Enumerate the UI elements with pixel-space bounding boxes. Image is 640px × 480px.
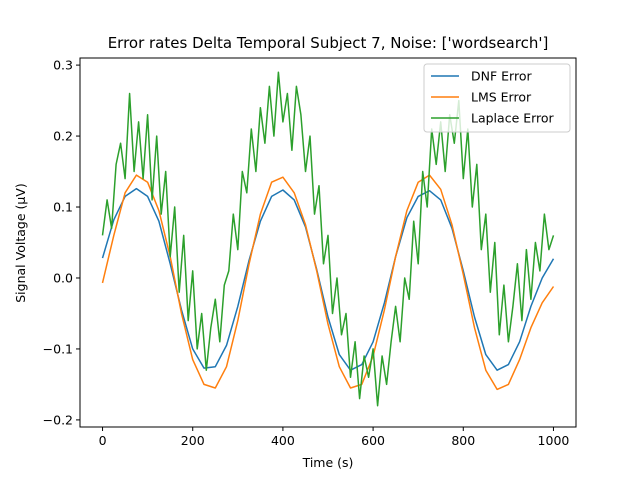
y-tick-label: 0.0 xyxy=(53,270,73,285)
x-axis-title: Time (s) xyxy=(302,455,354,470)
y-tick-label: 0.2 xyxy=(53,129,73,144)
legend: DNF Error LMS Error Laplace Error xyxy=(423,63,571,133)
series-layer xyxy=(101,71,555,407)
x-tick-label: 400 xyxy=(271,433,295,448)
x-axis-ticks: 0 200 400 600 800 1000 xyxy=(99,427,570,448)
legend-box xyxy=(423,63,571,133)
legend-label: Laplace Error xyxy=(471,111,555,126)
plot-frame xyxy=(79,57,577,428)
chart-title: Error rates Delta Temporal Subject 7, No… xyxy=(108,34,549,52)
y-tick-label: −0.1 xyxy=(43,341,73,356)
legend-label: LMS Error xyxy=(471,90,532,105)
x-tick-label: 800 xyxy=(451,433,475,448)
y-tick-label: 0.3 xyxy=(53,58,73,73)
y-axis-ticks: −0.2 −0.1 0.0 0.1 0.2 0.3 xyxy=(43,58,80,427)
x-tick-label: 200 xyxy=(181,433,205,448)
x-tick-label: 0 xyxy=(99,433,107,448)
y-axis-title: Signal Voltage (μV) xyxy=(13,183,28,303)
x-tick-label: 600 xyxy=(361,433,385,448)
series-line-laplace-error xyxy=(101,71,555,407)
series-line-lms-error xyxy=(101,174,555,391)
y-tick-label: 0.1 xyxy=(53,200,73,215)
plot-area xyxy=(79,57,577,428)
legend-label: DNF Error xyxy=(471,69,532,84)
x-tick-label: 1000 xyxy=(538,433,570,448)
y-tick-label: −0.2 xyxy=(43,412,73,427)
